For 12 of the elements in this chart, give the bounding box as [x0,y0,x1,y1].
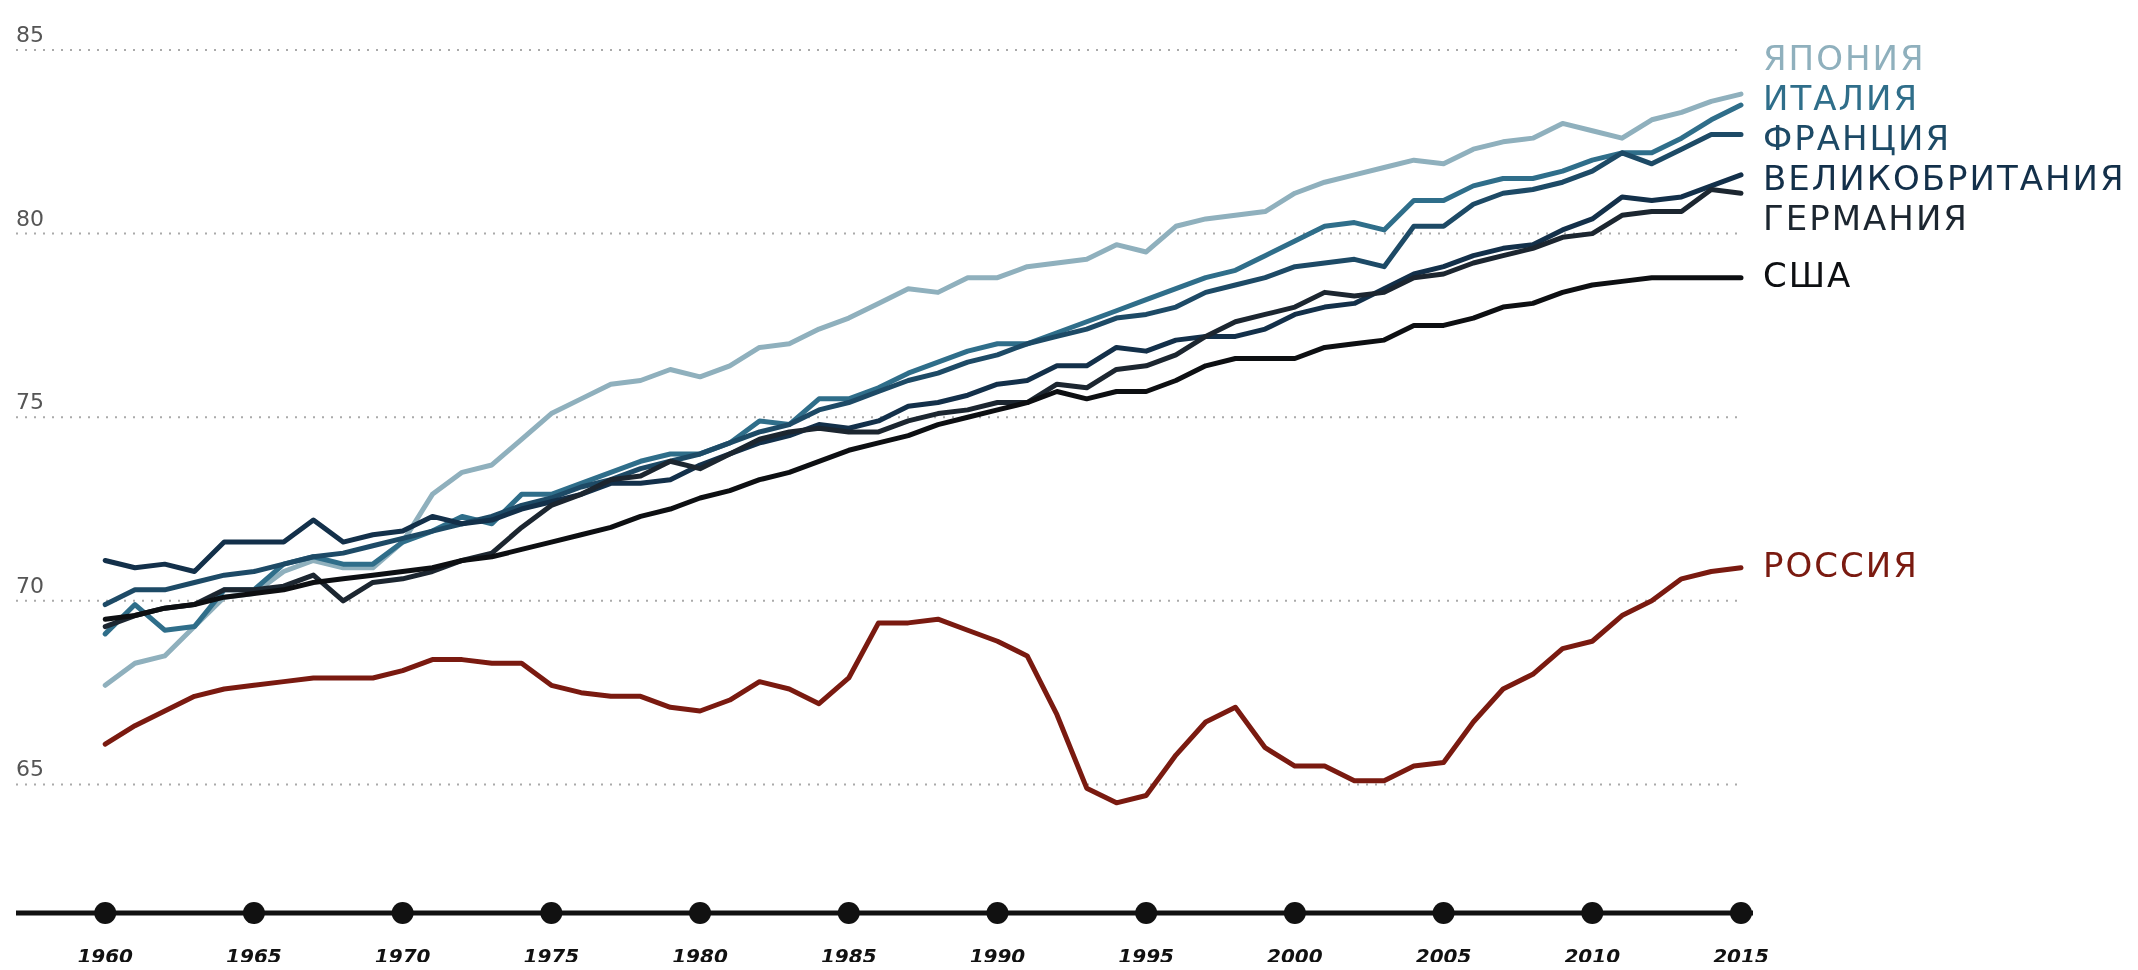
series-label: США [1763,255,1853,296]
y-tick-label: 85 [16,22,44,47]
series-label: РОССИЯ [1763,545,1919,586]
series-label: ГЕРМАНИЯ [1763,197,1969,238]
y-tick-label: 65 [16,756,44,782]
y-tick-label: 70 [16,572,44,598]
series-label: ВЕЛИКОБРИТАНИЯ [1763,157,2126,198]
y-tick-label: 75 [16,389,44,415]
y-tick-label: 80 [16,205,44,231]
series-label: ЯПОНИЯ [1763,37,1926,78]
series-label: ИТАЛИЯ [1763,77,1920,118]
series-label: ФРАНЦИЯ [1763,117,1952,158]
